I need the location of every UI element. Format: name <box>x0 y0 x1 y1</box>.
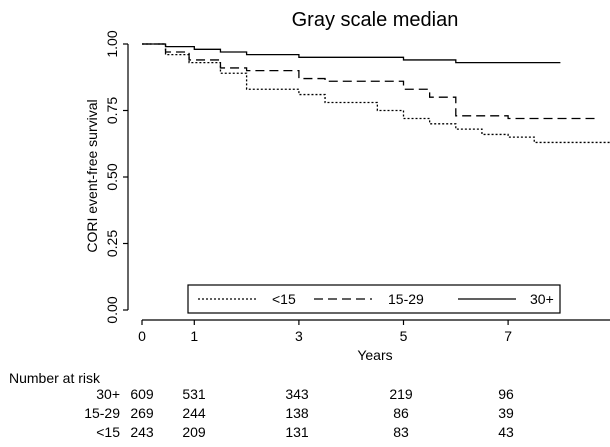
x-tick-label: 3 <box>295 328 303 344</box>
risk-row-label: <15 <box>96 424 120 440</box>
y-tick-label: 1.00 <box>104 30 120 57</box>
y-axis-label: CORI event-free survival <box>84 99 100 252</box>
series-layer <box>142 43 610 144</box>
legend-label: 30+ <box>530 291 554 307</box>
risk-cell: 86 <box>393 405 409 421</box>
y-tick-label: 0.00 <box>104 296 120 323</box>
risk-cell: 138 <box>285 405 309 421</box>
x-tick-label: 7 <box>504 328 512 344</box>
risk-cell: 531 <box>182 386 206 402</box>
risk-row-label: 30+ <box>96 386 120 402</box>
risk-cell: 83 <box>393 424 409 440</box>
risk-cell: 219 <box>389 386 413 402</box>
legend: <15 15-29 30+ <box>187 284 561 314</box>
y-tick-label: 0.50 <box>104 163 120 190</box>
y-tick-label: 0.75 <box>104 97 120 124</box>
risk-cell: 96 <box>498 386 514 402</box>
risk-cell: 43 <box>498 424 514 440</box>
risk-cell: 131 <box>285 424 309 440</box>
x-tick-label: 1 <box>190 328 198 344</box>
x-tick-label: 0 <box>138 328 146 344</box>
risk-cell: 269 <box>130 405 154 421</box>
legend-label: <15 <box>272 291 296 307</box>
risk-table-title: Number at risk <box>9 370 101 386</box>
risk-row-label: 15-29 <box>84 405 120 421</box>
risk-cell: 244 <box>182 405 206 421</box>
series-line-solid <box>142 43 561 64</box>
legend-label: 15-29 <box>388 291 424 307</box>
risk-cell: 609 <box>130 386 154 402</box>
risk-cell: 209 <box>182 424 206 440</box>
risk-cell: 343 <box>285 386 309 402</box>
chart-title: Gray scale median <box>292 9 459 31</box>
axes: 0.00 0.25 0.50 0.75 1.00 0 1 3 5 7 <box>104 30 610 344</box>
x-axis-label: Years <box>357 347 392 363</box>
risk-cell: 243 <box>130 424 154 440</box>
risk-cell: 39 <box>498 405 514 421</box>
y-tick-label: 0.25 <box>104 230 120 257</box>
series-line-dashed <box>142 43 598 120</box>
series-line-dotted <box>142 43 610 144</box>
x-tick-label: 5 <box>400 328 408 344</box>
